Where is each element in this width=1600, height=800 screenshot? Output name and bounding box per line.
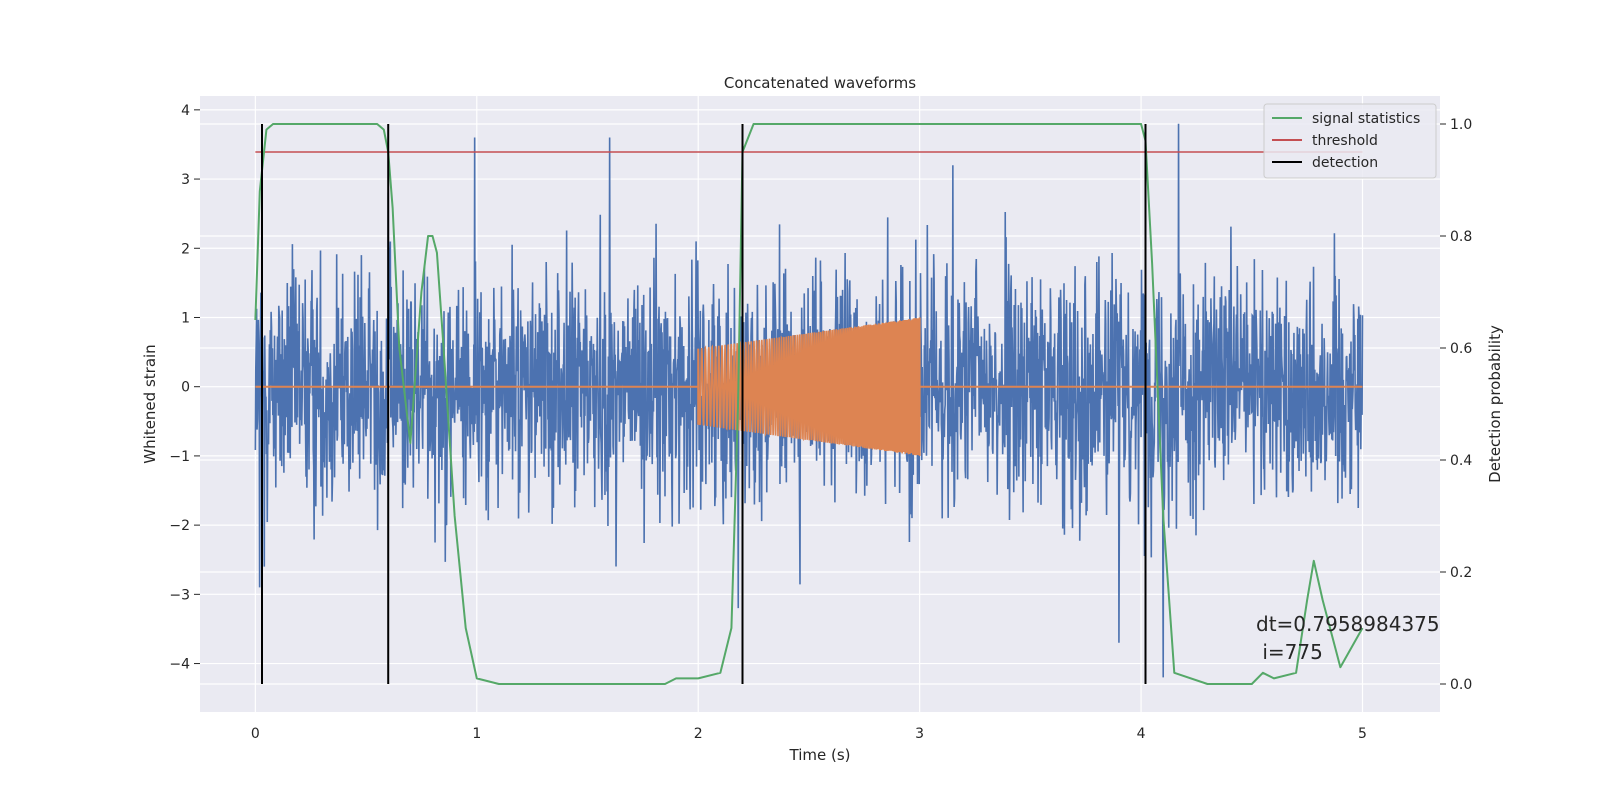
- legend-label-threshold: threshold: [1312, 133, 1378, 149]
- y2-tick-label: 0.0: [1450, 677, 1472, 693]
- y-tick-label: −2: [169, 518, 190, 534]
- y-tick-label: 4: [181, 103, 190, 119]
- y2-tick-label: 0.4: [1450, 453, 1472, 469]
- y-tick-label: −4: [169, 657, 190, 673]
- chart-title: Concatenated waveforms: [724, 74, 916, 92]
- y-tick-label: −1: [169, 449, 190, 465]
- legend-label-detection: detection: [1312, 155, 1378, 171]
- y-axis-label: Whitened strain: [141, 344, 159, 463]
- x-tick-label: 3: [915, 726, 924, 742]
- x-tick-label: 5: [1358, 726, 1367, 742]
- y2-tick-label: 0.2: [1450, 565, 1472, 581]
- y-tick-label: −3: [169, 587, 190, 603]
- y-tick-label: 2: [181, 241, 190, 257]
- y2-tick-label: 0.6: [1450, 341, 1472, 357]
- chart: 0 1 2 3 4 5 −4 −3 −2 −1 0 1 2 3 4 0.0 0.2 0.4 0.6 0.8 1.0 Co…: [0, 0, 1600, 800]
- y-tick-label: 1: [181, 310, 190, 326]
- annotation-dt: dt=0.7958984375: [1256, 612, 1440, 636]
- x-tick-label: 0: [251, 726, 260, 742]
- y2-axis-label: Detection probability: [1486, 325, 1504, 483]
- x-tick-label: 4: [1137, 726, 1146, 742]
- x-tick-label: 1: [472, 726, 481, 742]
- y-tick-label: 0: [181, 380, 190, 396]
- y2-tick-label: 0.8: [1450, 229, 1472, 245]
- legend: signal statistics threshold detection: [1264, 104, 1436, 178]
- legend-label-signal-statistics: signal statistics: [1312, 111, 1420, 127]
- y-tick-label: 3: [181, 172, 190, 188]
- x-tick-label: 2: [694, 726, 703, 742]
- y2-tick-label: 1.0: [1450, 117, 1472, 133]
- x-axis-label: Time (s): [789, 746, 851, 764]
- annotation-index: i=775: [1256, 640, 1323, 664]
